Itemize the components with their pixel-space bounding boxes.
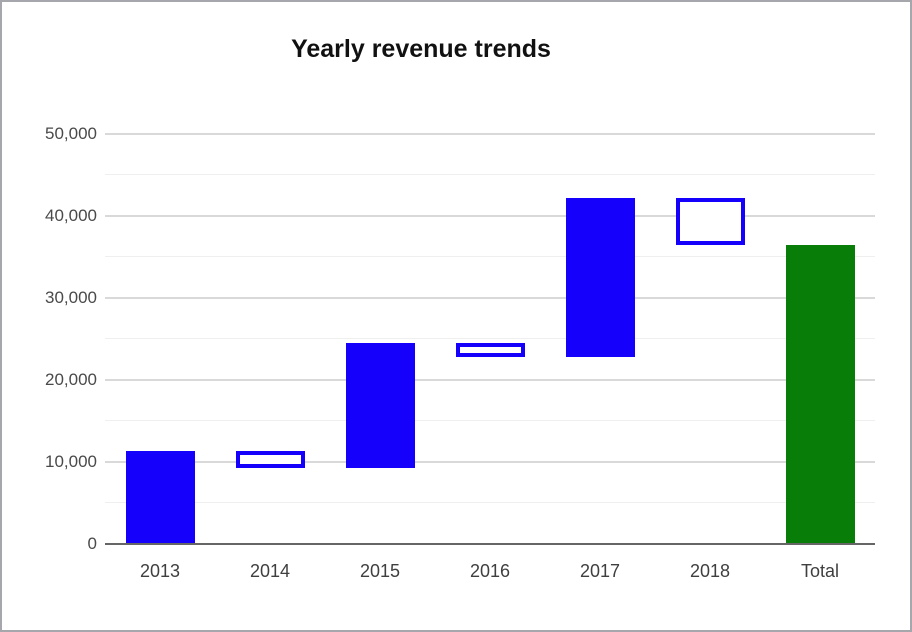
y-axis-tick-label: 10,000 <box>45 452 97 471</box>
waterfall-bar-2017 <box>566 198 635 357</box>
major-gridline <box>105 297 875 299</box>
waterfall-bar-total <box>786 245 855 544</box>
minor-gridline <box>105 338 875 339</box>
minor-gridline <box>105 174 875 175</box>
x-axis-tick-label-2016: 2016 <box>469 561 511 581</box>
waterfall-bar-2018 <box>676 198 745 245</box>
waterfall-bar-2014 <box>236 451 305 468</box>
waterfall-bar-2015 <box>346 343 415 468</box>
x-axis-tick-label-2014: 2014 <box>249 561 291 581</box>
plot-area <box>105 133 875 545</box>
y-axis-tick-label: 20,000 <box>45 370 97 389</box>
waterfall-bar-2013 <box>126 451 195 544</box>
minor-gridline <box>105 256 875 257</box>
major-gridline <box>105 215 875 217</box>
chart-title: Yearly revenue trends <box>291 35 551 63</box>
minor-gridline <box>105 420 875 421</box>
major-gridline <box>105 461 875 463</box>
x-axis-tick-label-2013: 2013 <box>139 561 181 581</box>
y-axis-tick-label: 30,000 <box>45 288 97 307</box>
waterfall-bar-2016 <box>456 343 525 357</box>
x-axis-tick-label-total: Total <box>800 561 840 581</box>
x-axis-line <box>105 543 875 545</box>
y-axis-tick-label: 40,000 <box>45 206 97 225</box>
minor-gridline <box>105 502 875 503</box>
major-gridline <box>105 379 875 381</box>
x-axis-tick-label-2015: 2015 <box>359 561 401 581</box>
x-axis-tick-label-2017: 2017 <box>579 561 621 581</box>
x-axis-tick-label-2018: 2018 <box>689 561 731 581</box>
major-gridline <box>105 133 875 135</box>
y-axis-tick-label: 50,000 <box>45 124 97 143</box>
y-axis-tick-label: 0 <box>87 534 97 553</box>
